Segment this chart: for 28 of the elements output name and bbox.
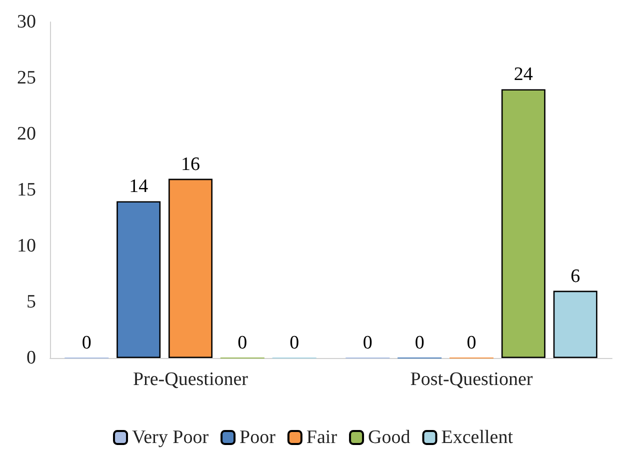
legend-label: Fair	[306, 427, 338, 448]
x-tick-label: Pre-Questioner	[132, 369, 249, 390]
y-tick-label: 0	[26, 348, 36, 368]
data-label: 0	[238, 332, 248, 354]
y-tick-label: 30	[17, 12, 36, 32]
bar	[168, 178, 212, 358]
legend-label: Very Poor	[132, 427, 210, 448]
legend-label: Excellent	[441, 427, 514, 448]
data-label: 14	[129, 176, 149, 198]
y-tick-label: 15	[17, 180, 36, 200]
bar	[116, 201, 161, 358]
data-label: 24	[514, 64, 534, 86]
bar	[553, 290, 598, 358]
data-label: 6	[570, 266, 580, 287]
y-tick-label: 5	[26, 292, 36, 312]
bar	[501, 89, 546, 358]
legend-label: Good	[368, 427, 411, 448]
data-label: 16	[181, 154, 200, 175]
data-label: 0	[466, 332, 476, 354]
x-tick-label: Post-Questioner	[410, 369, 534, 390]
y-tick-label: 10	[17, 236, 36, 256]
y-tick-label: 25	[17, 68, 36, 88]
data-label: 0	[414, 332, 424, 354]
data-label: 0	[290, 332, 300, 354]
legend-label: Poor	[240, 427, 276, 448]
data-label: 0	[362, 332, 372, 354]
data-label: 0	[82, 332, 92, 354]
y-tick-label: 20	[17, 124, 36, 144]
